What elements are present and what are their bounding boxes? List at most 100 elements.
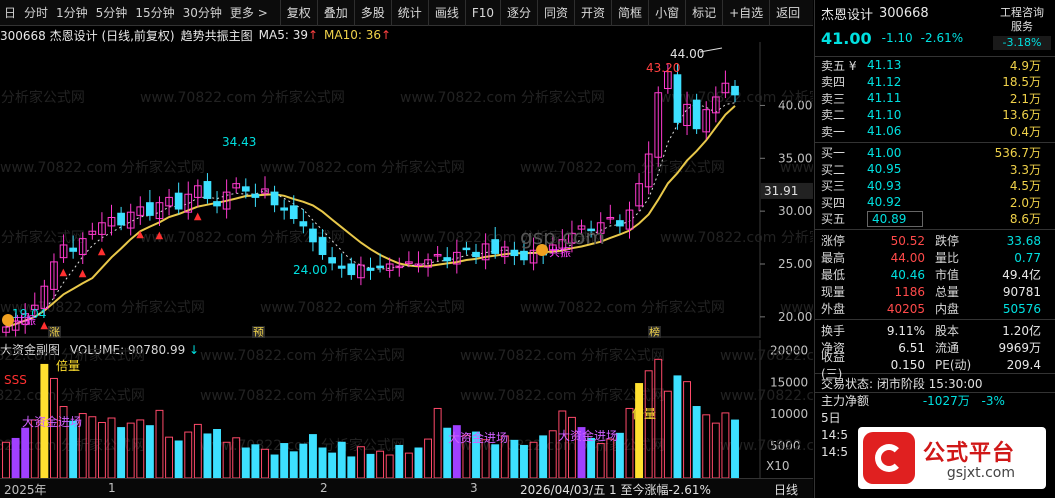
volume-chart[interactable]: 20000 15000 10000 5000 X10 www.70822.com 分析家公… xyxy=(0,340,813,478)
volume-bar xyxy=(11,437,20,478)
toolbar-button-5[interactable]: F10 xyxy=(464,0,500,26)
top-toolbar: 日分时 1分钟 5分钟 15分钟 30分钟 更多 > 复权 叠加 多股 统计 画线 F10 逐分 同资开… xyxy=(0,0,813,26)
toolbar-button-1[interactable]: 叠加 xyxy=(316,0,354,26)
beiliang-label: 倍量 xyxy=(56,358,80,373)
book-qty: 13.6万 xyxy=(1002,108,1041,123)
ask-row-4[interactable]: 卖一 41.06 0.4万 xyxy=(815,123,1055,140)
candle-body xyxy=(165,196,173,207)
period-tab-1[interactable]: 分时 xyxy=(24,5,49,20)
ask-row-0[interactable]: 卖五 ¥ 41.13 4.9万 xyxy=(815,57,1055,74)
period-tab-5[interactable]: 30分钟 xyxy=(182,5,222,20)
book-qty: 2.0万 xyxy=(1009,195,1041,210)
site-logo: 公式平台 gsjxt.com xyxy=(858,427,1046,489)
candle-body xyxy=(366,267,375,271)
book-qty: 4.9万 xyxy=(1009,58,1041,73)
volume-bar xyxy=(126,422,135,478)
candle-body xyxy=(78,238,87,255)
stat-value: 49.4亿 xyxy=(1002,268,1041,282)
period-tab-4[interactable]: 15分钟 xyxy=(135,5,175,20)
mini-rows: 主力净额 -1027万 -3% 5日 14:5 14:5 xyxy=(815,393,1055,461)
volume-bar xyxy=(21,427,30,478)
toolbar-button-12[interactable]: +自选 xyxy=(722,0,769,26)
book-price: 41.11 xyxy=(867,91,902,106)
volume-bar xyxy=(731,419,739,478)
toolbar-button-6[interactable]: 逐分 xyxy=(500,0,537,26)
volume-bar xyxy=(337,441,346,478)
candle-body xyxy=(270,191,279,206)
tab-daily[interactable]: 日线 xyxy=(774,483,799,497)
vol-tick: 15000 xyxy=(770,375,808,389)
stat-label: 量比 xyxy=(935,251,960,265)
candle-body xyxy=(673,74,682,123)
stat-label: 涨停 xyxy=(821,234,846,248)
volume-bar xyxy=(280,443,289,478)
volume-bar xyxy=(318,447,327,478)
volume-bar xyxy=(174,440,183,478)
sector-name-1: 工程咨询 xyxy=(1000,6,1044,19)
toolbar-button-0[interactable]: 复权 xyxy=(279,0,317,26)
ask-row-2[interactable]: 卖三 41.11 2.1万 xyxy=(815,90,1055,107)
toolbar-button-3[interactable]: 统计 xyxy=(390,0,428,26)
bid-row-0[interactable]: 买一 41.00 536.7万 xyxy=(815,145,1055,162)
toolbar-button-11[interactable]: 标记 xyxy=(685,0,722,26)
volume-bar xyxy=(414,447,423,478)
candle-body xyxy=(155,202,164,220)
marker-box xyxy=(252,326,265,338)
stat-value: 0.77 xyxy=(1014,250,1041,265)
current-price-box xyxy=(761,182,813,199)
toolbar-button-7[interactable]: 同资 xyxy=(537,0,574,26)
period-tab-0[interactable]: 日 xyxy=(4,5,17,20)
candle-body xyxy=(289,205,298,220)
marker-label: 榜 xyxy=(649,325,660,338)
candle-body xyxy=(174,192,183,210)
stat-value: 9969万 xyxy=(998,341,1041,355)
stat-value: 1186 xyxy=(894,284,925,299)
ma10-readout: MA10: 36 xyxy=(324,28,381,42)
toolbar-button-13[interactable]: 返回 xyxy=(769,0,806,26)
toolbar-button-4[interactable]: 画线 xyxy=(427,0,465,26)
price-change: -1.10 xyxy=(881,31,913,45)
volume-bar xyxy=(615,432,624,478)
candlestick-chart[interactable]: 40.00 35.00 30.00 25.00 20.00 31.91 www.70822.… xyxy=(0,42,813,338)
bid-row-4[interactable]: 买五 40.89 8.6万 xyxy=(815,210,1055,228)
candle-body xyxy=(328,257,336,264)
watermark-text: www.70822.com 分析家公式网 xyxy=(200,347,405,364)
period-tab-6[interactable]: 更多 > xyxy=(229,5,268,20)
indicator-name[interactable]: 趋势共振主图 xyxy=(180,28,253,43)
ma-line xyxy=(5,105,736,328)
price-row: 41.00 -1.10 -2.61% xyxy=(815,26,1055,50)
stat-label: 跌停 xyxy=(935,234,960,248)
toolbar-button-10[interactable]: 小窗 xyxy=(648,0,685,26)
mini-time-2: 14:5 xyxy=(821,445,848,459)
candle-body xyxy=(40,285,49,309)
candle-body xyxy=(548,244,557,251)
toolbar-button-2[interactable]: 多股 xyxy=(353,0,391,26)
date-info: 2026/04/03/五 1 至今涨幅-2.61% xyxy=(520,483,711,497)
watermark-text: www.70822.com 分析家公式网 xyxy=(260,299,465,316)
toolbar-button-8[interactable]: 开资 xyxy=(574,0,611,26)
ask-row-3[interactable]: 卖二 41.10 13.6万 xyxy=(815,107,1055,124)
period-tab-2[interactable]: 1分钟 xyxy=(56,5,88,20)
buy-arrow-icon: ▲ xyxy=(40,320,48,331)
stat-value: 1.20亿 xyxy=(1002,324,1041,338)
candle-body xyxy=(443,257,452,262)
beiliang-label-2: 倍量 xyxy=(632,406,656,421)
period-tab-3[interactable]: 5分钟 xyxy=(95,5,128,20)
volume-bar xyxy=(510,439,519,478)
volume-bar xyxy=(88,416,97,478)
ask-row-1[interactable]: 卖四 41.12 18.5万 xyxy=(815,74,1055,91)
gsp-watermark: gsp.com xyxy=(520,225,605,249)
candle-body xyxy=(731,85,739,96)
bid-row-3[interactable]: 买四 40.92 2.0万 xyxy=(815,194,1055,211)
candle-body xyxy=(663,71,672,90)
ma5-readout: MA5: 39 xyxy=(258,28,308,42)
book-label: 买五 xyxy=(821,212,846,227)
candle-body xyxy=(11,320,20,331)
buy-arrow-icon: ▲ xyxy=(136,229,144,240)
bid-row-1[interactable]: 买二 40.95 3.3万 xyxy=(815,161,1055,178)
toolbar-button-9[interactable]: 简框 xyxy=(611,0,648,26)
sub-indicator-name[interactable]: 大资金副图 xyxy=(0,343,61,357)
book-label: 卖五 ¥ xyxy=(821,58,857,73)
bid-row-2[interactable]: 买三 40.93 4.5万 xyxy=(815,178,1055,195)
sector-badge[interactable]: 工程咨询 服务 -3.18% xyxy=(993,6,1051,50)
